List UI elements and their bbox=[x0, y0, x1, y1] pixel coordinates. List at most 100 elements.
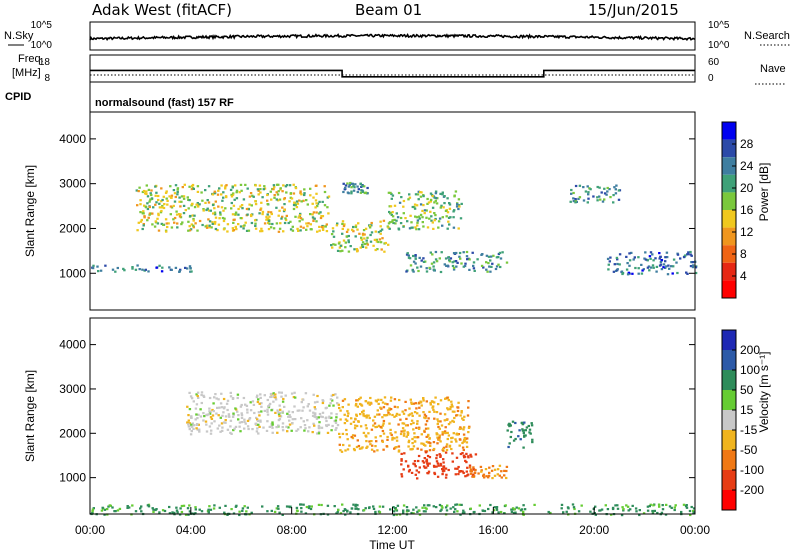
echo-cell bbox=[189, 433, 193, 436]
echo-cell bbox=[288, 423, 292, 426]
echo-cell bbox=[405, 253, 409, 256]
echo-cell bbox=[447, 216, 451, 219]
echo-cell bbox=[386, 403, 389, 406]
echo-cell bbox=[234, 213, 237, 216]
echo-cell bbox=[308, 505, 311, 508]
echo-cell bbox=[220, 193, 223, 196]
echo-cell bbox=[299, 212, 302, 215]
echo-cell bbox=[391, 211, 394, 214]
echo-cell bbox=[244, 403, 247, 406]
echo-cell bbox=[192, 217, 195, 221]
echo-cell bbox=[211, 203, 215, 207]
echo-cell bbox=[180, 504, 184, 508]
echo-cell bbox=[261, 196, 264, 199]
echo-cell bbox=[372, 419, 375, 422]
echo-cell bbox=[221, 414, 224, 417]
noise-right-tick-bottom: 10^0 bbox=[708, 40, 730, 51]
echo-cell bbox=[271, 421, 274, 424]
echo-cell bbox=[370, 221, 373, 225]
echo-cell bbox=[208, 226, 211, 229]
echo-cell bbox=[221, 429, 224, 432]
echo-cell bbox=[362, 431, 366, 434]
echo-cell bbox=[207, 185, 211, 188]
echo-cell bbox=[419, 191, 422, 194]
echo-cell bbox=[146, 207, 150, 211]
echo-cell bbox=[240, 189, 243, 192]
echo-cell bbox=[478, 504, 481, 507]
echo-cell bbox=[383, 250, 386, 253]
echo-cell bbox=[159, 211, 163, 214]
velocity-colorbar-label: -50 bbox=[740, 443, 758, 457]
echo-cell bbox=[400, 473, 403, 476]
echo-cell bbox=[658, 505, 661, 508]
echo-cell bbox=[173, 216, 177, 220]
echo-cell bbox=[268, 222, 271, 225]
echo-cell bbox=[191, 422, 194, 425]
echo-cell bbox=[404, 409, 407, 412]
echo-cell bbox=[323, 185, 326, 188]
echo-cell bbox=[442, 466, 445, 469]
echo-cell bbox=[283, 203, 286, 206]
echo-cell bbox=[136, 204, 139, 207]
echo-cell bbox=[232, 192, 235, 195]
echo-cell bbox=[457, 473, 460, 476]
echo-cell bbox=[689, 253, 692, 256]
echo-cell bbox=[520, 421, 523, 424]
echo-cell bbox=[626, 505, 630, 508]
echo-cell bbox=[307, 430, 310, 433]
echo-cell bbox=[184, 209, 187, 212]
echo-cell bbox=[378, 511, 382, 514]
echo-cell bbox=[408, 196, 412, 199]
echo-cell bbox=[281, 410, 284, 413]
echo-cell bbox=[434, 199, 437, 202]
echo-cell bbox=[350, 192, 353, 195]
echo-cell bbox=[433, 212, 436, 215]
echo-cell bbox=[412, 402, 416, 405]
echo-cell bbox=[326, 504, 330, 507]
echo-cell bbox=[389, 191, 392, 194]
echo-cell bbox=[330, 416, 333, 419]
echo-cell bbox=[435, 506, 438, 509]
echo-cell bbox=[304, 512, 308, 515]
echo-cell bbox=[218, 424, 221, 427]
echo-cell bbox=[342, 182, 345, 185]
echo-cell bbox=[368, 226, 372, 229]
echo-cell bbox=[191, 214, 194, 217]
echo-cell bbox=[355, 445, 359, 449]
echo-cell bbox=[315, 417, 319, 420]
echo-cell bbox=[463, 456, 466, 459]
echo-cell bbox=[450, 403, 453, 406]
echo-cell bbox=[368, 440, 371, 443]
echo-cell bbox=[267, 221, 270, 225]
echo-cell bbox=[453, 416, 456, 420]
echo-cell bbox=[402, 422, 406, 425]
echo-cell bbox=[168, 505, 171, 509]
echo-cell bbox=[442, 465, 446, 468]
echo-cell bbox=[350, 435, 353, 439]
echo-cell bbox=[302, 199, 305, 202]
echo-cell bbox=[366, 186, 369, 190]
echo-cell bbox=[584, 190, 588, 193]
echo-cell bbox=[410, 471, 414, 474]
echo-cell bbox=[427, 417, 430, 420]
echo-cell bbox=[439, 420, 442, 423]
echo-cell bbox=[256, 418, 259, 421]
echo-cell bbox=[360, 236, 363, 239]
echo-cell bbox=[265, 429, 269, 432]
echo-cell bbox=[434, 192, 438, 195]
echo-cell bbox=[456, 510, 459, 513]
power-colorbar-cell bbox=[722, 280, 736, 298]
echo-cell bbox=[459, 427, 463, 430]
echo-cell bbox=[136, 264, 139, 267]
echo-cell bbox=[353, 186, 356, 189]
echo-cell bbox=[413, 440, 417, 443]
echo-cell bbox=[459, 257, 462, 260]
echo-cell bbox=[300, 503, 303, 506]
echo-cell bbox=[248, 203, 251, 206]
echo-cell bbox=[381, 505, 385, 508]
echo-cell bbox=[400, 430, 403, 433]
echo-cell bbox=[178, 200, 181, 203]
echo-cell bbox=[151, 507, 154, 510]
echo-cell bbox=[442, 447, 445, 451]
velocity-colorbar-label: 15 bbox=[740, 403, 754, 417]
